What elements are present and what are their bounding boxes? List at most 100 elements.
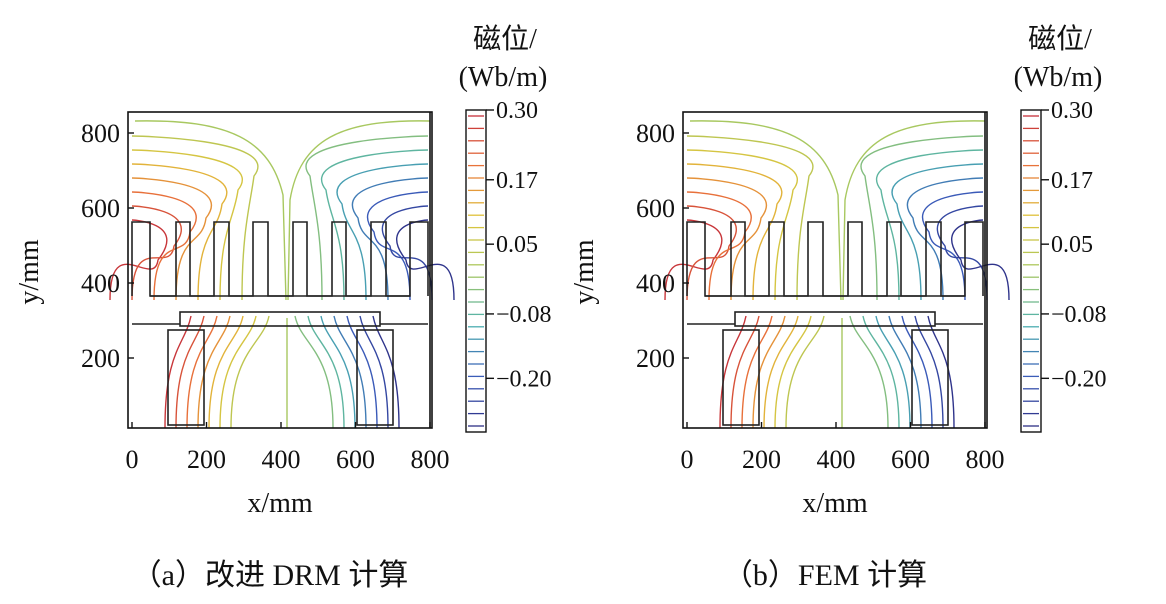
contour-line [197, 315, 231, 429]
contour-line [372, 315, 400, 429]
contour-line [333, 315, 367, 429]
contour-line [689, 120, 842, 301]
contour-line [901, 315, 933, 429]
contour-line [686, 163, 783, 301]
right-magnet [356, 329, 394, 426]
x-axis-label: x/mm [247, 488, 313, 519]
contour-line [730, 315, 760, 429]
contour-line [876, 149, 984, 301]
contour-line [359, 315, 389, 429]
contour-line [719, 315, 747, 429]
contour-line [752, 315, 786, 429]
contour-line [842, 120, 986, 301]
panel-a: 200 400 600 800 0 200 400 600 800 x/mm y/mm 0.30 0.1… [14, 23, 552, 592]
contour-line [381, 205, 433, 301]
colorbar-title-line1: 磁位/ [1028, 23, 1092, 55]
contour-line [134, 120, 287, 301]
colorbar-frame [1020, 109, 1042, 433]
contour-line [686, 177, 767, 301]
contour-line [351, 177, 429, 301]
structure-outline [131, 221, 429, 426]
x-axis-label: x/mm [802, 488, 868, 519]
colorbar-tick-label: 0.05 [1051, 232, 1093, 258]
colorbar-tick-label: −0.20 [496, 366, 552, 392]
contour-line [131, 205, 182, 301]
contour-line [763, 315, 799, 429]
colorbar-tick-label: 0.17 [1051, 168, 1093, 194]
contour-line [686, 135, 814, 301]
contour-line [230, 315, 270, 429]
x-tick-label: 400 [817, 445, 856, 474]
plot-frame [127, 111, 433, 429]
x-tick-label: 0 [126, 445, 139, 474]
colorbar-title-line2: (Wb/m) [1014, 62, 1103, 93]
y-tick-label: 200 [636, 344, 675, 373]
colorbar-tick-label: 0.05 [496, 232, 538, 258]
contour-line [164, 315, 192, 429]
colorbar-tick-label: −0.20 [1051, 366, 1107, 392]
x-tick-label: 0 [681, 445, 694, 474]
contour-line [287, 120, 431, 301]
contour-line [906, 177, 984, 301]
contour-line [914, 315, 944, 429]
contour-line [891, 163, 984, 301]
colorbar-levels [1023, 115, 1039, 427]
colorbar-tick-label: −0.08 [1051, 302, 1107, 328]
colorbar-tick-label: 0.30 [1051, 98, 1093, 124]
y-tick-label: 600 [636, 194, 675, 223]
contour-line [366, 191, 429, 301]
x-tick-label: 600 [891, 445, 930, 474]
right-magnet [911, 329, 949, 426]
x-tick-label: 800 [966, 445, 1005, 474]
panel-caption: （a）改进 DRM 计算 [132, 559, 409, 592]
colorbar-levels [468, 115, 484, 427]
contour-line [320, 315, 356, 429]
y-tick-label: 600 [81, 194, 120, 223]
contour-line [921, 191, 984, 301]
y-tick-label: 800 [81, 119, 120, 148]
contour-line [686, 205, 737, 301]
contour-line [686, 149, 798, 301]
contour-line [396, 219, 455, 301]
contour-line [307, 315, 345, 429]
x-tick-label: 800 [411, 445, 450, 474]
contour-line [131, 191, 197, 301]
contour-lines [109, 120, 455, 429]
contour-line [131, 149, 243, 301]
contour-line [321, 149, 429, 301]
y-axis-label: y/mm [569, 239, 600, 305]
y-tick-label: 400 [81, 269, 120, 298]
y-axis-label: y/mm [14, 239, 45, 305]
plot-frame [682, 111, 988, 429]
colorbar-frame [465, 109, 487, 433]
contour-line [686, 191, 752, 301]
structure-outline [686, 221, 984, 426]
contour-line [951, 219, 1010, 301]
y-tick-label: 400 [636, 269, 675, 298]
contour-line [774, 315, 812, 429]
contour-line [860, 135, 984, 301]
contour-line [294, 315, 334, 429]
y-tick-label: 800 [636, 119, 675, 148]
colorbar-tick-label: 0.17 [496, 168, 538, 194]
contour-line [219, 315, 257, 429]
colorbar-title-line1: 磁位/ [473, 23, 537, 55]
mover-plate [179, 311, 381, 327]
colorbar-tick-label: 0.30 [496, 98, 538, 124]
left-magnet [167, 329, 205, 426]
contour-line [741, 315, 773, 429]
contour-line [336, 163, 429, 301]
contour-line [888, 315, 922, 429]
contour-line [849, 315, 889, 429]
mover-plate [734, 311, 936, 327]
x-tick-label: 200 [742, 445, 781, 474]
contour-line [936, 205, 988, 301]
panel-b: 200 400 600 800 0 200 400 600 800 x/mm y/mm 0.30 0.1… [569, 23, 1107, 592]
contour-line [875, 315, 911, 429]
contour-lines [664, 120, 1010, 429]
x-tick-label: 200 [187, 445, 226, 474]
contour-line [131, 177, 212, 301]
contour-line [131, 163, 228, 301]
panel-caption: （b）FEM 计算 [723, 559, 927, 592]
